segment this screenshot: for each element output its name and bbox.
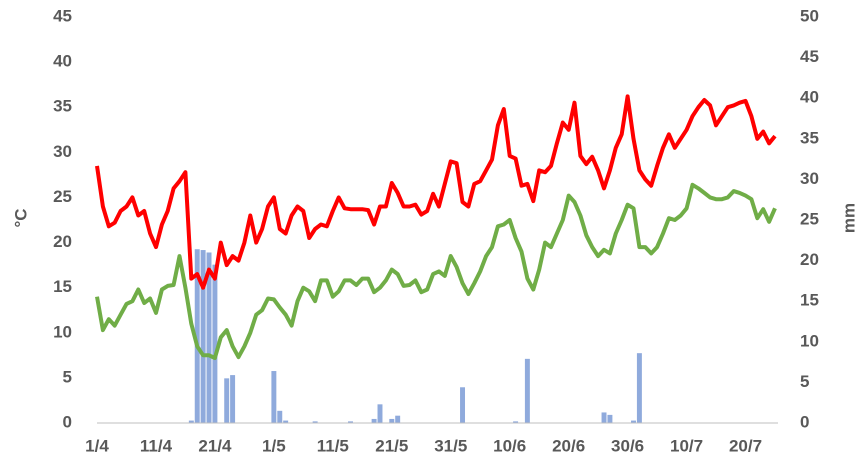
- bar: [312, 421, 318, 423]
- y2-tick-label: 45: [800, 47, 819, 66]
- bar: [348, 421, 353, 423]
- line: [95, 182, 777, 360]
- x-tick-label: 21/5: [375, 436, 408, 455]
- bar: [371, 418, 377, 423]
- y2-axis-label: mm: [839, 203, 858, 233]
- y2-tick-label: 10: [800, 331, 819, 350]
- y-tick-label: 25: [53, 187, 72, 206]
- bar: [377, 404, 383, 423]
- bar: [271, 371, 277, 423]
- x-tick-label: 20/6: [552, 436, 585, 455]
- x-tick-label: 30/6: [611, 436, 644, 455]
- y-tick-label: 15: [53, 277, 72, 296]
- y2-tick-label: 5: [800, 372, 809, 391]
- bar: [460, 387, 466, 423]
- bar: [283, 420, 289, 423]
- x-tick-label: 10/7: [670, 436, 703, 455]
- y-tick-label: 10: [53, 322, 72, 341]
- bar: [230, 375, 236, 423]
- y-axis-label: °C: [11, 208, 30, 227]
- bar: [200, 250, 206, 423]
- y-tick-label: 0: [63, 412, 72, 431]
- y-tick-label: 5: [63, 367, 72, 386]
- bar: [188, 420, 194, 423]
- bar: [389, 418, 395, 423]
- y2-tick-label: 40: [800, 88, 819, 107]
- y2-tick-label: 0: [800, 412, 809, 431]
- x-tick-label: 31/5: [434, 436, 467, 455]
- x-tick-label: 21/4: [198, 436, 232, 455]
- bar: [601, 412, 607, 423]
- bar: [524, 358, 530, 423]
- y-tick-label: 30: [53, 142, 72, 161]
- x-tick-label: 10/6: [493, 436, 526, 455]
- x-tick-label: 20/7: [729, 436, 762, 455]
- x-tick-label: 11/5: [317, 436, 349, 455]
- bar: [277, 410, 283, 423]
- y-tick-label: 45: [53, 6, 72, 25]
- line: [95, 94, 777, 290]
- bar: [636, 353, 642, 423]
- x-tick-label: 1/4: [85, 436, 109, 455]
- y2-tick-label: 25: [800, 209, 819, 228]
- y-tick-label: 40: [53, 52, 72, 71]
- bar: [194, 249, 200, 423]
- x-tick-label: 11/4: [140, 436, 173, 455]
- bar: [631, 420, 636, 423]
- y2-tick-label: 50: [800, 6, 819, 25]
- y-tick-label: 20: [53, 232, 72, 251]
- bar: [395, 415, 401, 423]
- y-tick-label: 35: [53, 97, 72, 116]
- bar: [224, 378, 230, 423]
- bar: [212, 264, 218, 423]
- y2-tick-label: 15: [800, 291, 819, 310]
- bar: [513, 421, 519, 423]
- y2-tick-label: 30: [800, 169, 819, 188]
- bar: [206, 252, 212, 423]
- bar: [607, 414, 613, 423]
- y2-tick-label: 20: [800, 250, 819, 269]
- x-tick-label: 1/5: [262, 436, 286, 455]
- y2-tick-label: 35: [800, 128, 819, 147]
